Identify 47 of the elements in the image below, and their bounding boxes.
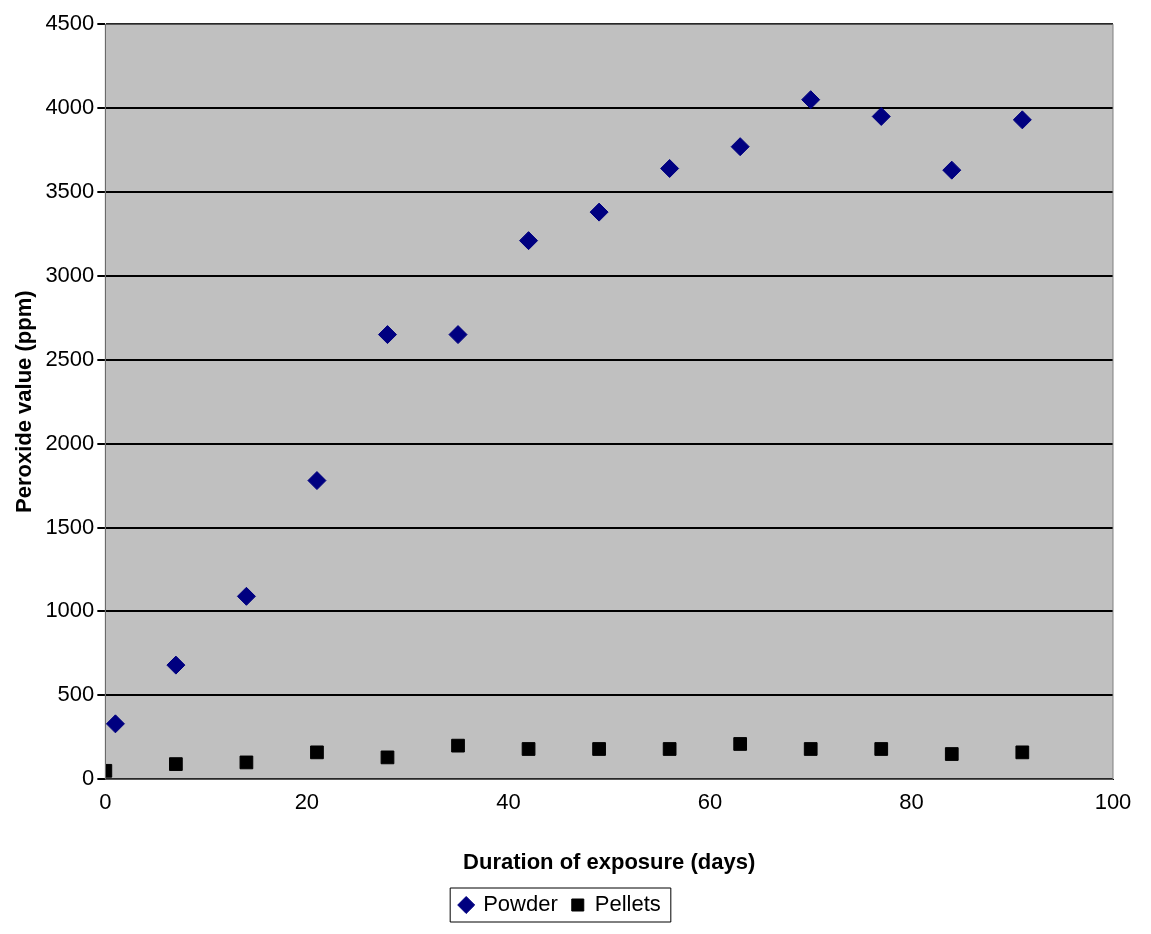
point [169,757,183,771]
point [448,325,468,345]
y-tick-label: 2000 [45,429,95,455]
point [874,742,889,756]
legend-label: Pellets [594,891,661,917]
point [239,755,254,770]
point [733,737,748,751]
y-tick-label: 1000 [45,597,95,623]
legend-label: Powder [483,891,558,917]
y-tick-label: 3000 [45,261,95,287]
point [310,745,324,760]
x-tick-label: 40 [496,789,521,815]
y-tick-label: 4500 [45,10,95,36]
point [942,160,962,180]
x-axis-title: Duration of exposure (days) [463,848,756,874]
x-tick-label: 100 [1094,789,1132,815]
point [662,742,677,756]
point [1012,110,1032,130]
x-tick-label: 20 [294,789,320,815]
point [521,742,536,756]
y-axis-title: Peroxide value (ppm) [11,290,37,513]
y-tick-label: 3500 [45,178,95,204]
point [236,586,256,606]
point [944,747,959,761]
y-tick-label: 1500 [45,513,95,539]
point [660,158,680,178]
y-tick-label: 2500 [45,345,95,371]
point [377,325,397,345]
x-tick-label: 0 [99,789,112,815]
y-tick-label: 0 [82,765,95,791]
point [380,750,395,765]
point [871,106,891,126]
point [592,742,606,756]
point [451,738,465,753]
point [307,471,327,491]
point [730,137,750,157]
point [1015,745,1030,760]
y-tick-label: 500 [57,681,95,707]
point [803,742,818,756]
x-tick-label: 60 [697,789,723,815]
point [519,231,539,251]
y-tick-label: 4000 [45,94,95,120]
x-tick-label: 80 [899,789,924,815]
point [166,655,186,675]
point [589,202,609,222]
point [105,714,125,734]
point [801,90,821,110]
